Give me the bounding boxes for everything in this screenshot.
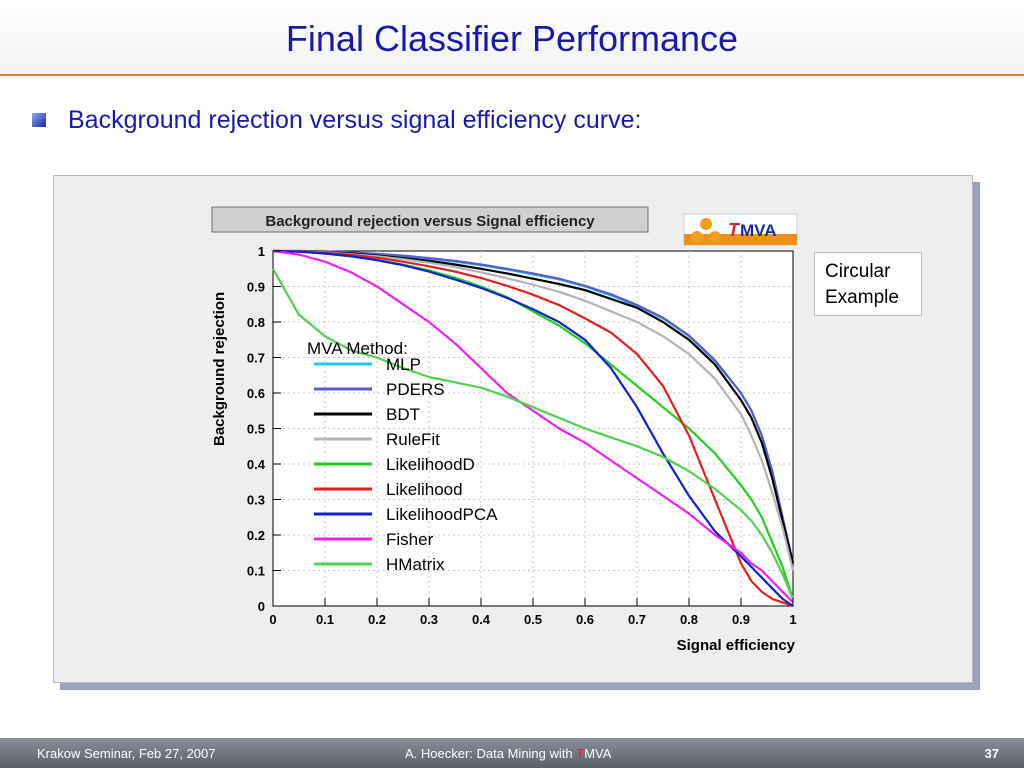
chart-title: Background rejection versus Signal effic…	[265, 213, 595, 230]
x-tick-label: 0.2	[368, 612, 386, 627]
y-axis-label: Background rejection	[211, 292, 228, 446]
x-tick-label: 1	[789, 612, 796, 627]
x-tick-label: 0.7	[628, 612, 646, 627]
y-tick-label: 0.6	[247, 386, 265, 401]
chart-title-box	[211, 206, 649, 233]
legend-label-pders: PDERS	[386, 380, 445, 399]
circular-example-callout: Circular Example	[814, 252, 922, 316]
x-tick-label: 0.1	[316, 612, 334, 627]
y-tick-label: 1	[258, 244, 265, 259]
x-tick-label: 0.6	[576, 612, 594, 627]
x-tick-label: 0.4	[472, 612, 491, 627]
footer-t: T	[576, 746, 585, 761]
legend-label-likelihoodd: LikelihoodD	[386, 455, 475, 474]
series-line-hmatrix	[272, 268, 795, 600]
y-tick-label: 0.5	[247, 422, 265, 437]
series-line-likelihoodpca	[272, 249, 794, 607]
series-line-rulefit	[272, 249, 795, 571]
y-tick-label: 0.2	[247, 528, 265, 543]
series-line-likelihood	[272, 249, 794, 608]
legend-label-likelihood: Likelihood	[386, 480, 463, 499]
page-number: 37	[984, 746, 999, 761]
y-tick-label: 0.9	[247, 280, 265, 295]
y-tick-label: 0.7	[247, 351, 265, 366]
slide-footer: Krakow Seminar, Feb 27, 2007 A. Hoecker:…	[0, 738, 1024, 768]
slide-title: Final Classifier Performance	[285, 18, 739, 59]
bullet-text: Background rejection versus signal effic…	[68, 106, 642, 134]
series-line-pders	[273, 249, 795, 564]
x-tick-label: 0.3	[420, 612, 438, 627]
legend-label-bdt: BDT	[386, 405, 420, 424]
x-tick-label: 0.9	[732, 612, 750, 627]
legend-label-fisher: Fisher	[386, 530, 434, 549]
series-line-fisher	[272, 249, 794, 604]
legend-label-likelihoodpca: LikelihoodPCA	[386, 505, 498, 524]
slide-header: Final Classifier Performance	[0, 0, 1024, 74]
legend-label-mlp: MLP	[386, 355, 421, 374]
y-tick-label: 0.1	[247, 564, 265, 579]
logo-mva: MVA	[740, 221, 777, 240]
legend-label-hmatrix: HMatrix	[386, 555, 445, 574]
y-tick-label: 0.8	[247, 315, 265, 330]
footer-author: A. Hoecker: Data Mining with TMVA	[405, 746, 611, 761]
x-tick-label: 0.8	[680, 612, 698, 627]
x-tick-label: 0	[269, 612, 276, 627]
footer-author-prefix: A. Hoecker: Data Mining with	[405, 746, 577, 761]
legend-title: MVA Method:	[307, 339, 408, 358]
x-axis-label: Signal efficiency	[677, 637, 796, 654]
legend-label-rulefit: RuleFit	[386, 430, 440, 449]
footer-event: Krakow Seminar, Feb 27, 2007	[37, 746, 216, 761]
legend: MLP PDERS BDT RuleFit LikelihoodD Likelihood L…	[314, 355, 498, 574]
roc-chart: Background rejection versus Signal effic…	[211, 206, 798, 654]
x-tick-label: 0.5	[524, 612, 542, 627]
y-tick-label: 0	[258, 599, 265, 614]
x-ticks: 0 0.1 0.2 0.3 0.4 0.5 0.6 0.7 0.8 0.9 1	[269, 598, 797, 627]
tmva-logo: T MVA	[683, 213, 798, 246]
grid	[273, 251, 793, 606]
callout-line-1: Circular	[825, 261, 891, 282]
y-tick-label: 0.3	[247, 493, 265, 508]
y-ticks: 0 0.1 0.2 0.3 0.4 0.5 0.6 0.7 0.8 0.9 1	[247, 244, 281, 614]
header-divider	[0, 74, 1024, 76]
curves	[272, 249, 795, 608]
footer-mva: MVA	[584, 746, 612, 761]
logo-t: T	[728, 220, 741, 240]
y-tick-label: 0.4	[247, 457, 266, 472]
bullet-square-icon	[32, 113, 46, 127]
callout-line-2: Example	[825, 287, 899, 308]
